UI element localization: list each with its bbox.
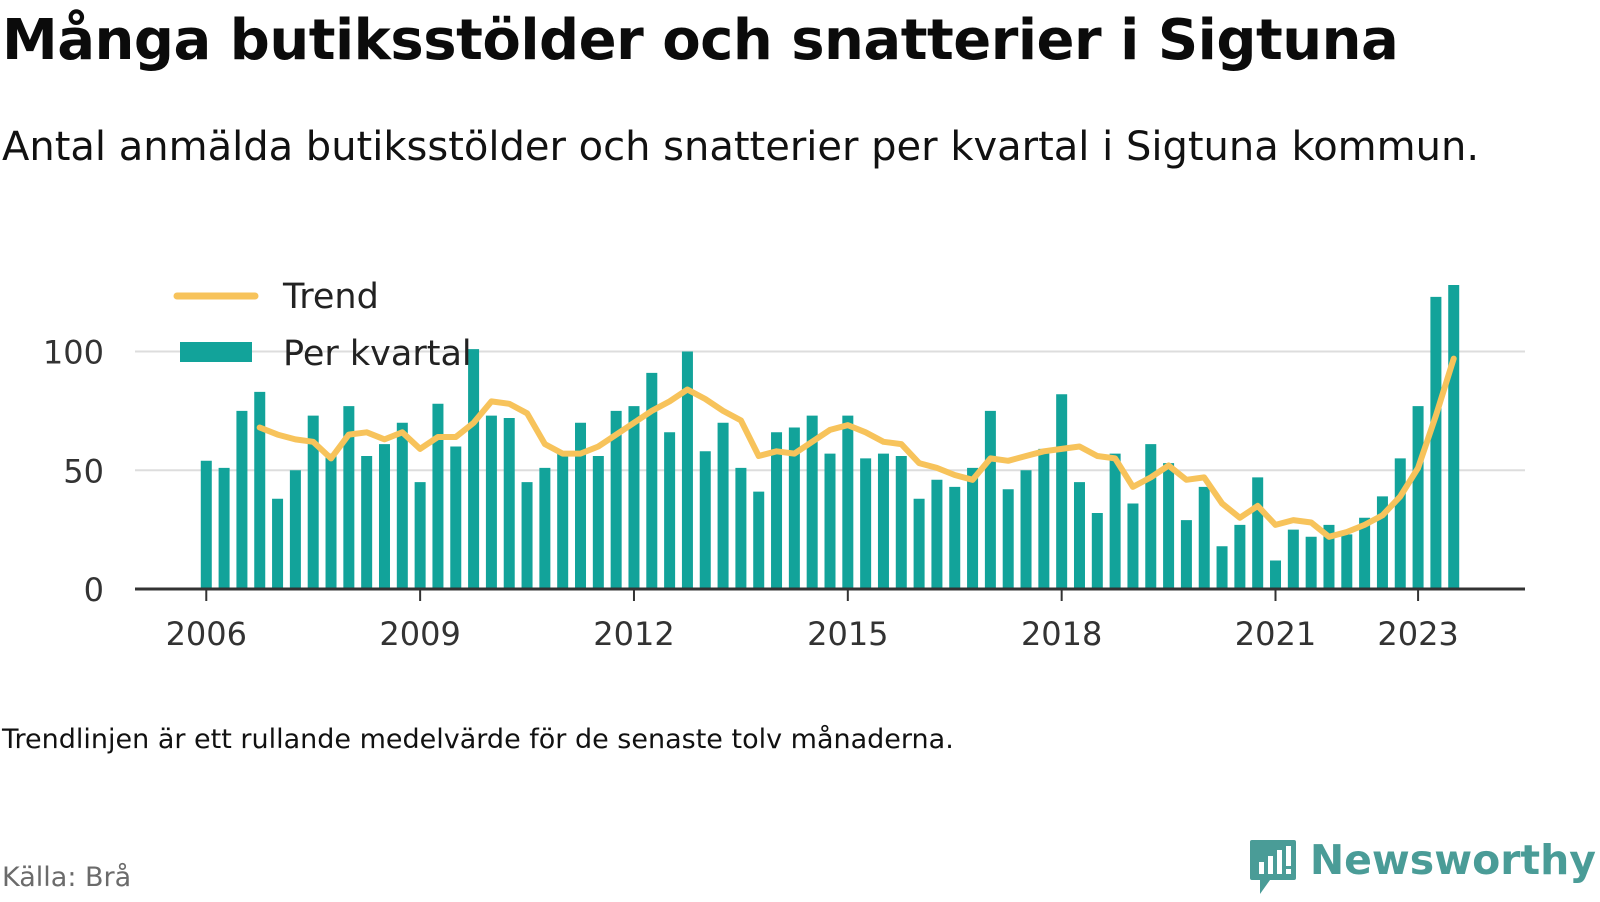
bar	[1430, 296, 1442, 589]
bar	[521, 482, 533, 589]
bar	[592, 456, 604, 589]
legend-bar-label: Per kvartal	[283, 334, 472, 374]
bar	[735, 467, 747, 589]
bar	[254, 391, 266, 589]
bar-series	[200, 285, 1460, 589]
chart-subtitle: Antal anmälda butiksstölder och snatteri…	[2, 124, 1480, 170]
x-tick-label: 2021	[1235, 615, 1316, 653]
legend: Trend Per kvartal	[173, 277, 472, 374]
bar	[646, 372, 658, 589]
bar	[325, 453, 337, 589]
bar	[717, 422, 729, 589]
legend-trend-label: Trend	[282, 277, 379, 317]
x-tick-label: 2015	[807, 615, 888, 653]
bar	[1038, 448, 1050, 589]
bar	[1180, 520, 1192, 589]
x-tick-label: 2009	[379, 615, 460, 653]
bar	[539, 467, 551, 589]
bar	[1198, 486, 1210, 589]
bar	[343, 406, 355, 589]
x-tick-label: 2012	[593, 615, 674, 653]
bar	[1073, 482, 1085, 589]
bar	[1020, 470, 1032, 589]
bar	[806, 415, 818, 589]
y-tick-label: 0	[84, 571, 104, 609]
bar	[378, 444, 390, 589]
trend-series	[256, 355, 1457, 540]
bar	[361, 456, 373, 589]
bar	[967, 467, 979, 589]
bar	[1394, 458, 1406, 589]
y-tick-label: 100	[43, 334, 104, 372]
brand-name: Newsworthy	[1309, 836, 1596, 884]
bar	[664, 432, 676, 589]
bar	[289, 470, 301, 589]
bar	[771, 432, 783, 589]
bar	[1252, 477, 1264, 589]
bar	[1270, 560, 1282, 589]
bar	[1376, 496, 1388, 589]
bar	[628, 406, 640, 589]
chart-title: Många butiksstölder och snatterier i Sig…	[2, 8, 1399, 73]
bar	[450, 446, 462, 589]
legend-bar-swatch	[180, 342, 252, 362]
chart: 2006 2009 2012 2015 2018 2021 2023 0 50 100 Tren…	[43, 277, 1525, 653]
bar	[931, 479, 943, 589]
y-tick-label: 50	[63, 452, 104, 490]
bar	[218, 467, 230, 589]
bar	[1216, 546, 1228, 589]
bar	[1359, 517, 1371, 589]
bar	[1127, 503, 1139, 589]
bar	[1234, 524, 1246, 589]
bar	[788, 427, 800, 589]
bar	[949, 486, 961, 589]
bar	[681, 351, 693, 589]
bar	[236, 410, 248, 589]
bar	[1002, 489, 1014, 589]
x-tick-label: 2006	[166, 615, 247, 653]
bar	[503, 418, 515, 589]
bar	[575, 422, 587, 589]
bar	[1163, 463, 1175, 589]
bar	[1341, 534, 1353, 589]
bar	[468, 349, 480, 589]
bar	[1287, 529, 1299, 589]
bar	[1091, 513, 1103, 589]
bar	[307, 415, 319, 589]
bar	[1056, 394, 1068, 589]
x-axis: 2006 2009 2012 2015 2018 2021 2023	[135, 587, 1525, 653]
bar	[396, 422, 408, 589]
bar	[984, 410, 996, 589]
bar	[1323, 524, 1335, 589]
bar	[1305, 536, 1317, 589]
bar	[824, 453, 836, 589]
brand-logo[interactable]: Newsworthy	[1248, 838, 1596, 902]
bar	[200, 460, 212, 589]
bar	[432, 403, 444, 589]
bar	[699, 451, 711, 589]
bar	[272, 498, 284, 589]
bar	[1448, 285, 1460, 589]
x-tick-label: 2023	[1377, 615, 1458, 653]
bar	[913, 498, 925, 589]
source-note: Källa: Brå	[2, 862, 132, 893]
bar	[557, 451, 569, 589]
bar	[753, 491, 765, 589]
bar	[1109, 453, 1121, 589]
y-axis: 0 50 100	[43, 334, 104, 610]
footnote: Trendlinjen är ett rullande medelvärde f…	[2, 724, 954, 755]
bar	[860, 458, 872, 589]
bar	[1412, 406, 1424, 589]
trend-line	[256, 355, 1457, 540]
bar	[877, 453, 889, 589]
bar	[485, 415, 497, 589]
bar	[842, 415, 854, 589]
bar	[610, 410, 622, 589]
x-tick-label: 2018	[1021, 615, 1102, 653]
bar	[414, 482, 426, 589]
bar	[1145, 444, 1157, 589]
bar	[895, 456, 907, 589]
newsworthy-logo-icon	[1249, 840, 1296, 894]
